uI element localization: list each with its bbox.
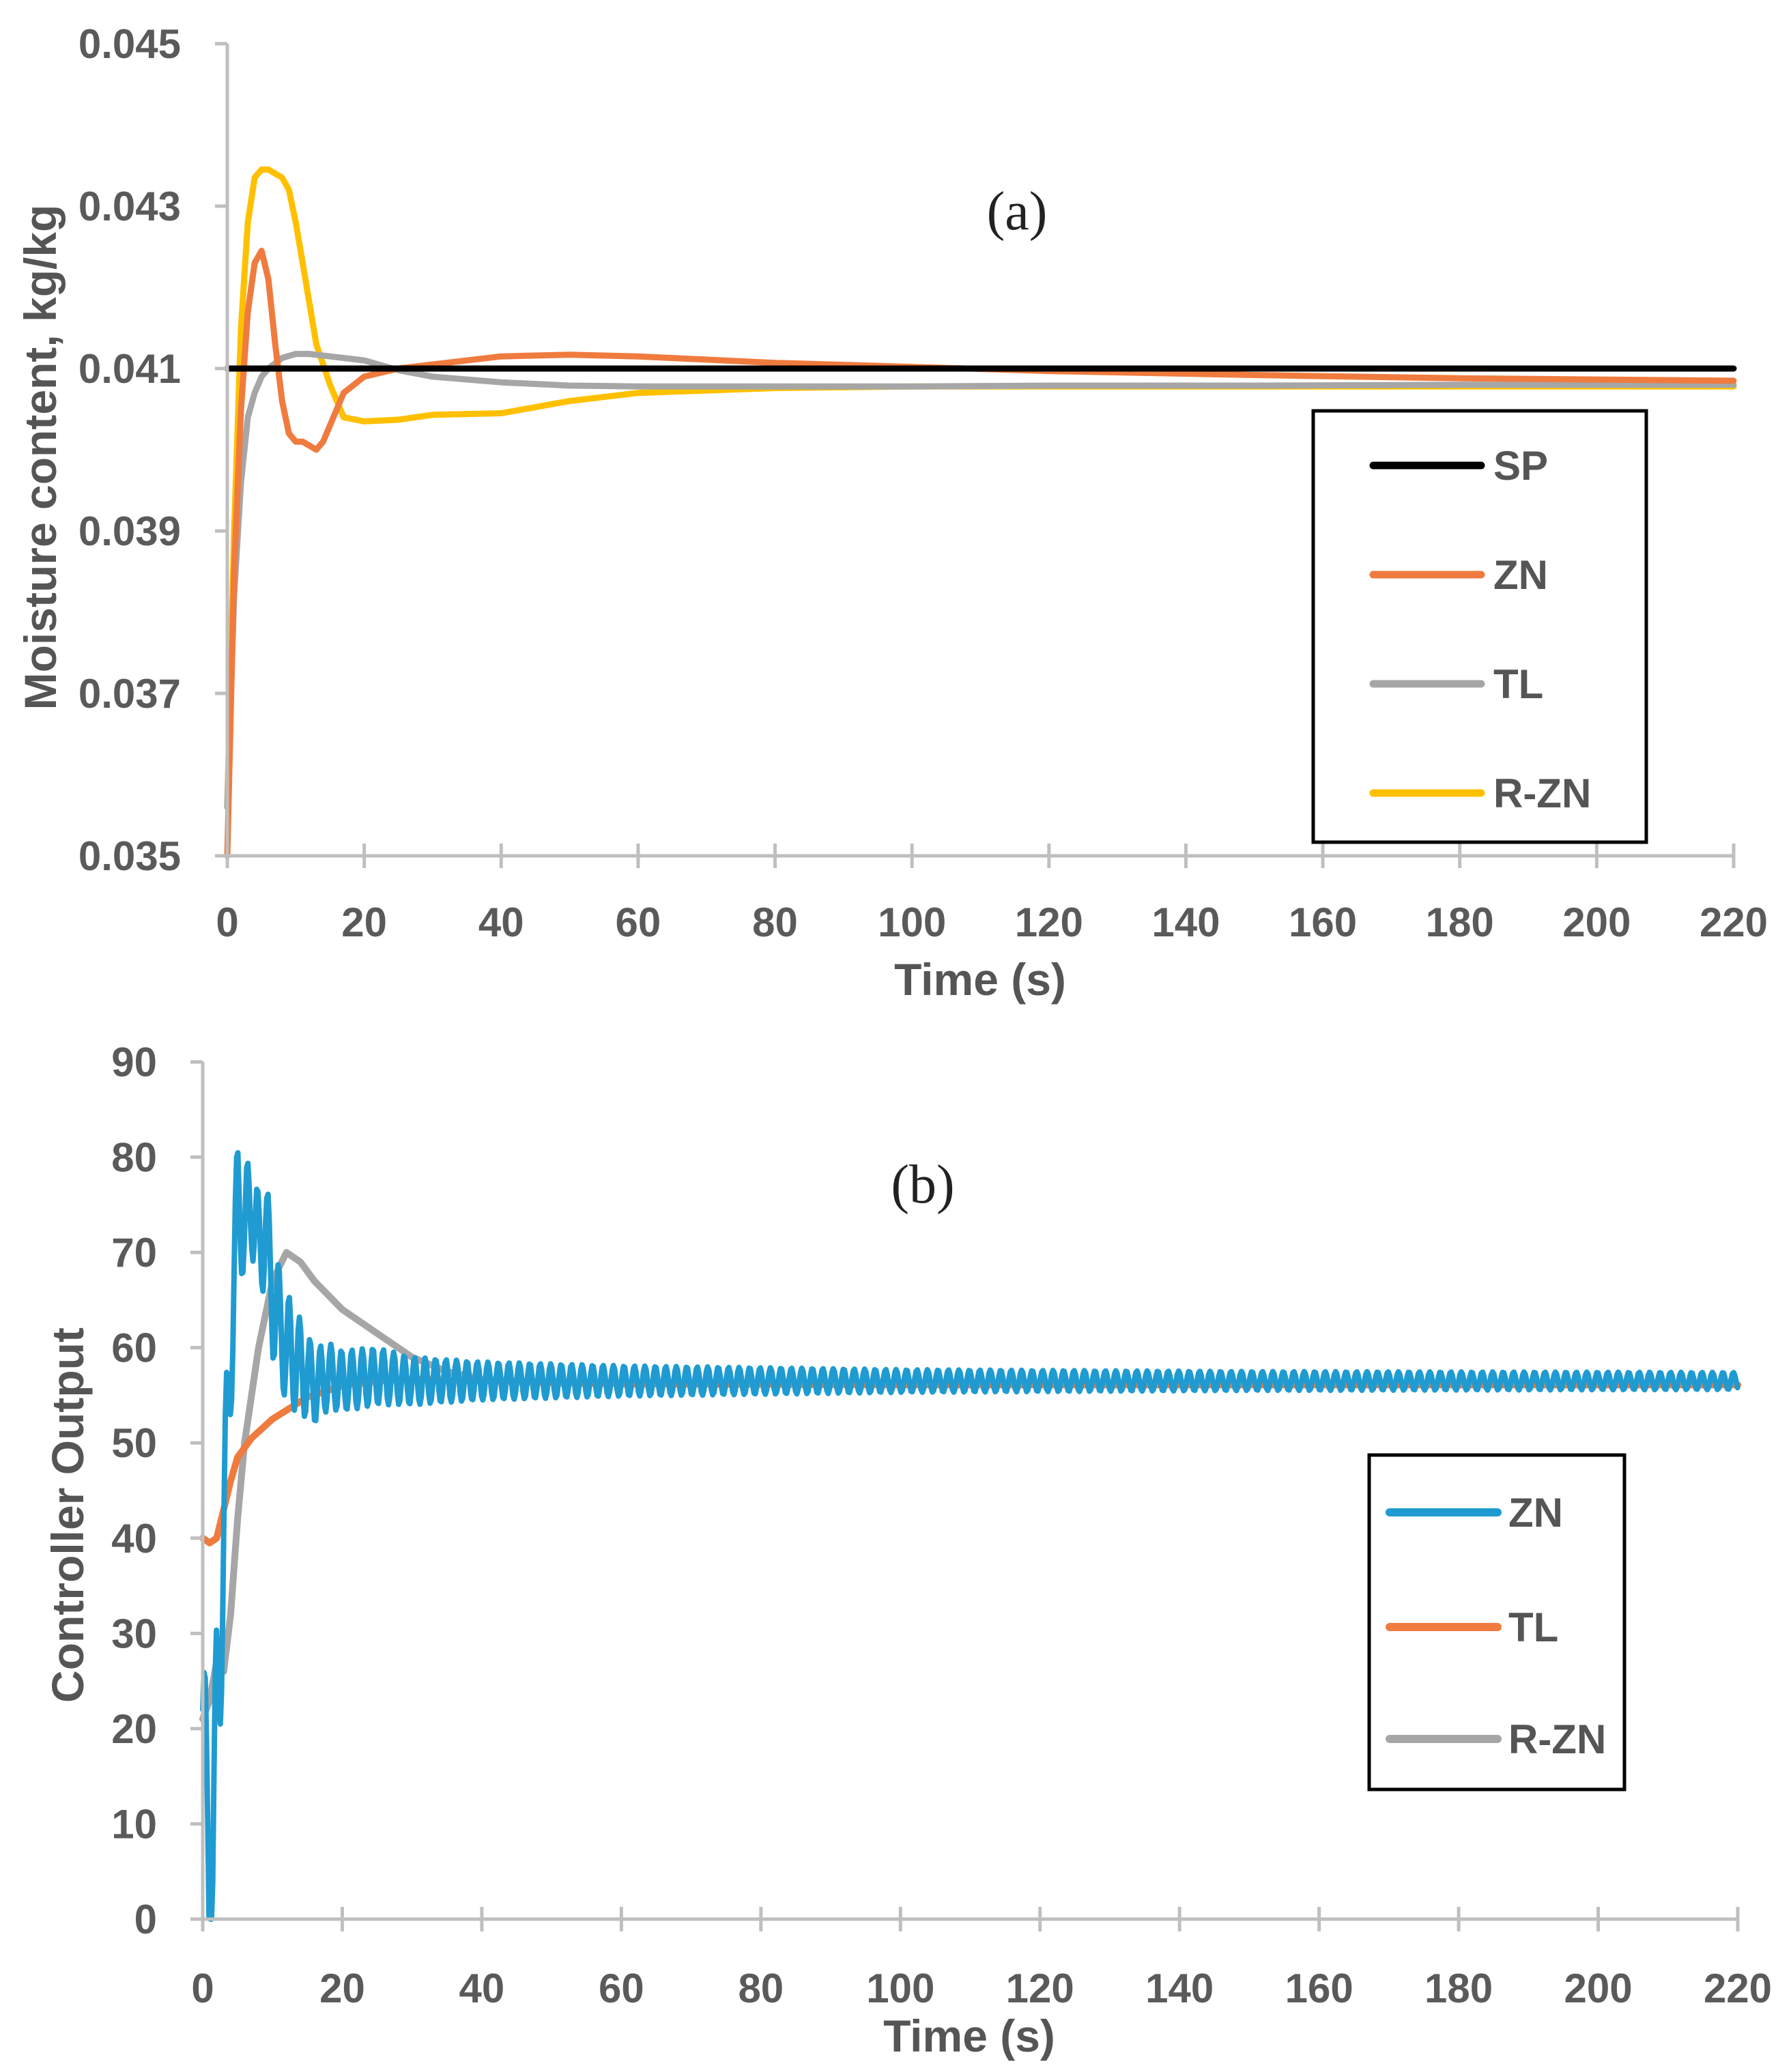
chart-a-x-tick-label: 160 [1289,900,1357,945]
chart-b-y-tick-label: 40 [111,1516,157,1562]
chart-b-y-ticks: 0 10 20 30 40 50 60 70 80 90 [111,1039,203,1942]
chart-a-series-line-zn [224,247,1737,859]
chart-a-x-tick-label: 200 [1562,900,1631,945]
chart-b-y-tick-label: 80 [111,1135,157,1181]
chart-a-y-tick-label: 0.039 [78,508,181,554]
chart-b: 0 10 20 30 40 50 60 70 80 90 0 20 40 60 80 100 120 140 16… [42,1039,1772,2061]
chart-a-x-tick-label: 0 [216,900,238,945]
chart-a-y-tick-label: 0.041 [78,346,181,392]
chart-b-y-tick-label: 90 [111,1039,157,1085]
chart-a-y-tick-label: 0.043 [78,184,181,229]
chart-a-x-tick-label: 20 [341,900,387,945]
chart-b-x-tick-label: 60 [599,1966,644,2011]
chart-a-legend-label-sp: SP [1493,443,1548,489]
chart-a-y-tick-label: 0.037 [78,671,181,717]
chart-a-legend-label-tl: TL [1493,661,1543,707]
chart-a-y-tick-label: 0.045 [78,21,181,67]
chart-b-legend-label-tl: TL [1508,1605,1558,1650]
chart-a-x-tick-label: 180 [1426,900,1494,945]
chart-a-legend-label-r-zn: R-ZN [1493,771,1591,816]
chart-b-panel-label: (b) [891,1155,954,1215]
chart-b-y-tick-label: 70 [111,1230,157,1276]
chart-b-series-layer [199,1150,1741,1922]
chart-a-x-tick-label: 80 [752,900,798,945]
chart-a-panel-label: (a) [987,182,1048,242]
chart-b-x-tick-label: 180 [1424,1966,1493,2011]
chart-b-x-tick-label: 120 [1006,1966,1074,2011]
chart-b-y-axis-title: Controller Output [42,1327,93,1703]
chart-a-x-tick-label: 100 [878,900,946,945]
chart-b-x-tick-label: 100 [866,1966,934,2011]
chart-b-y-tick-label: 0 [134,1897,157,1942]
chart-b-x-ticks: 0 20 40 60 80 100 120 140 160 180 200 220 [191,1907,1772,2011]
chart-b-x-tick-label: 80 [738,1966,784,2011]
chart-b-legend-label-r-zn: R-ZN [1508,1716,1606,1762]
chart-b-x-tick-label: 0 [191,1966,214,2011]
chart-b-series-line-zn [200,1150,1740,1922]
chart-b-legend-items: ZN TL R-ZN [1386,1490,1606,1762]
chart-b-y-tick-label: 50 [111,1420,157,1466]
chart-a-y-axis-title: Moisture content, kg/kg [15,205,66,710]
chart-b-x-tick-label: 40 [459,1966,505,2011]
chart-a-y-tick-label: 0.035 [78,833,181,879]
chart-a-x-tick-label: 140 [1151,900,1220,945]
chart-a-x-tick-label: 40 [478,900,524,945]
chart-a-series-layer [224,166,1737,859]
chart-b-y-tick-label: 10 [111,1801,157,1847]
chart-b-x-tick-label: 20 [319,1966,365,2011]
chart-a-legend [1311,409,1648,844]
chart-a-series-line-tl [224,351,1737,811]
chart-b-x-tick-label: 140 [1145,1966,1214,2011]
chart-a-x-tick-label: 120 [1015,900,1083,945]
chart-a-x-axis-title: Time (s) [894,954,1066,1005]
chart-b-legend-label-zn: ZN [1508,1490,1563,1536]
chart-a-x-tick-label: 220 [1700,900,1768,945]
chart-a-legend-items: SP ZN TL R-ZN [1369,443,1591,816]
chart-b-x-axis-title: Time (s) [883,2011,1055,2061]
chart-a-x-tick-label: 60 [616,900,661,945]
chart-b-y-tick-label: 30 [111,1611,157,1656]
chart-b-x-tick-label: 200 [1564,1966,1632,2011]
chart-a: 0.035 0.037 0.039 0.041 0.043 0.045 0 20 40 60 80… [15,21,1768,1005]
chart-b-x-tick-label: 160 [1285,1966,1353,2011]
chart-b-y-tick-label: 20 [111,1706,157,1752]
chart-a-y-ticks: 0.035 0.037 0.039 0.041 0.043 0.045 [78,21,227,879]
chart-b-y-tick-label: 60 [111,1325,157,1371]
chart-a-x-ticks: 0 20 40 60 80 100 120 140 160 180 200 220 [216,844,1768,945]
chart-b-x-tick-label: 220 [1704,1966,1772,2011]
chart-a-legend-label-zn: ZN [1493,552,1548,598]
